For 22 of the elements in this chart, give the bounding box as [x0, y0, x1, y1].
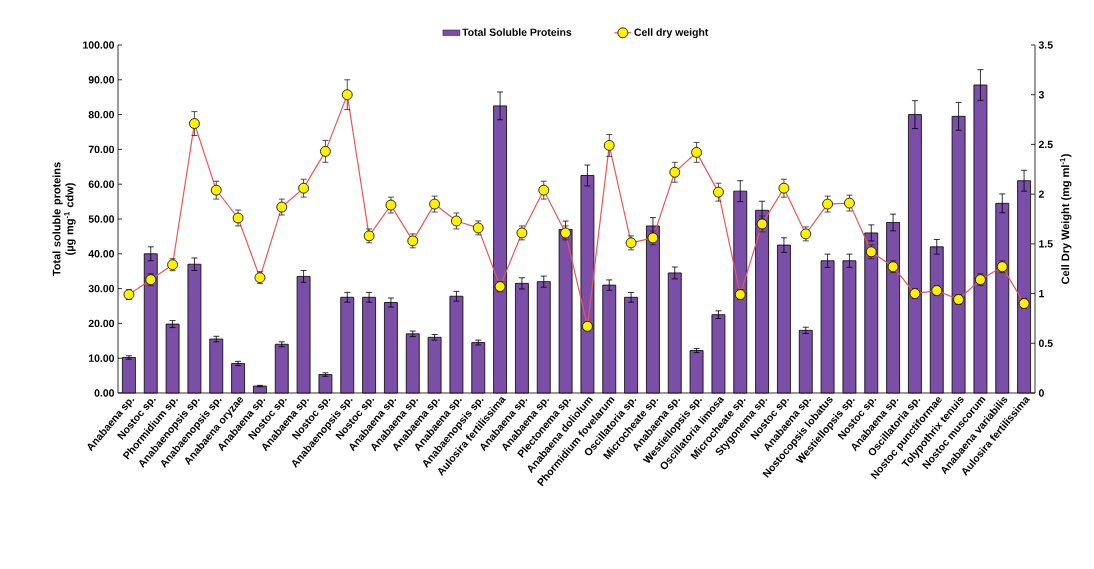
- y-tick-label: 90.00: [88, 76, 115, 84]
- y-tick-label: 70.00: [88, 145, 115, 154]
- y-tick-label: 100.00: [83, 41, 115, 49]
- y-tick-label: 60.00: [88, 180, 115, 188]
- y-tick-label: 50.00: [88, 215, 115, 223]
- y2-tick-label: 3: [1038, 91, 1044, 99]
- y2-tick-label: 2: [1038, 190, 1044, 198]
- y2-tick-label: 1: [1039, 289, 1045, 298]
- y2-tick-label: 3.5: [1038, 41, 1053, 49]
- y2-tick-label: 1.5: [1039, 240, 1053, 248]
- y2-tick-label: 0.5: [1038, 339, 1053, 347]
- legend-label: Cell dry weight: [634, 28, 709, 39]
- y-tick-label: 20.00: [88, 319, 115, 328]
- y2-tick-label: 0: [1038, 389, 1044, 397]
- y2-tick-label: 2.5: [1038, 140, 1053, 149]
- y-tick-label: 80.00: [88, 110, 115, 119]
- legend-label: Total Soluble Proteins: [462, 28, 572, 36]
- y-tick-label: 40.00: [88, 250, 115, 258]
- y-tick-label: 0.00: [94, 389, 115, 397]
- y2-axis-title: Cell Dry Weight (mg ml$^{-1}$): [1059, 154, 1072, 284]
- y-tick-label: 10.00: [88, 354, 115, 362]
- y-tick-label: 30.00: [88, 284, 115, 293]
